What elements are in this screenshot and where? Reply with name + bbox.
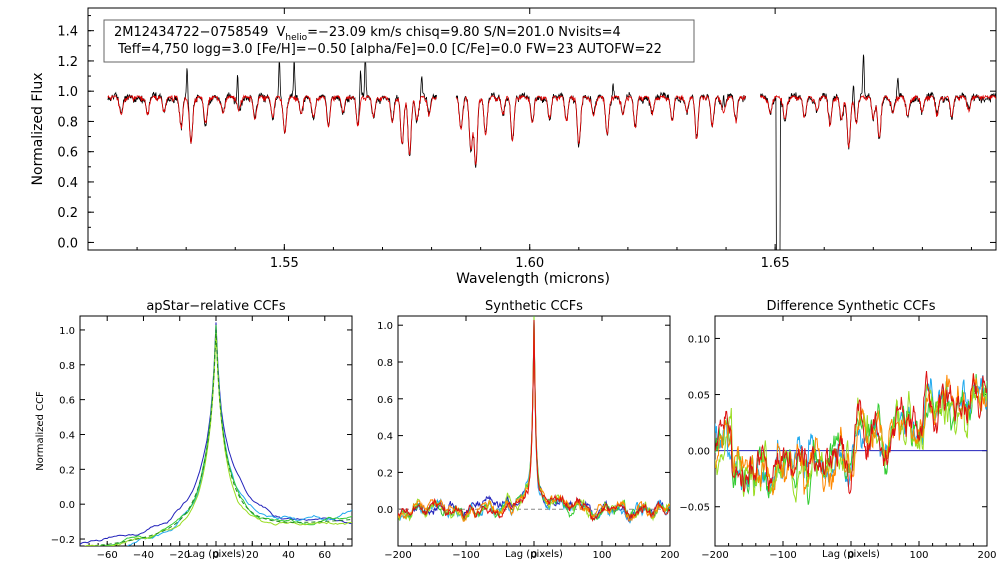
spectrum-xlabel: Wavelength (microns) [456, 271, 610, 287]
spectrum-panel: 1.55 1.60 1.65 0.0 0.2 0.4 0.6 0.8 1.0 1.2 1.4 2M1… [30, 7, 997, 287]
apstar-ccf-title: apStar−relative CCFs [146, 299, 286, 314]
synthetic-spectrum-line [107, 94, 437, 155]
y-tick-label: 0.00 [688, 447, 710, 458]
apstar-ccf-series [80, 322, 352, 546]
difference-ccf-xlabel: Lag (pixels) [822, 549, 880, 560]
difference-ccf-axes-frame [714, 315, 988, 547]
x-tick-label: −20 [169, 550, 190, 561]
y-tick-label: 0.2 [377, 468, 393, 479]
y-tick-label: 0.6 [377, 395, 393, 406]
x-tick-label: −40 [133, 550, 154, 561]
x-tick-label: 20 [246, 550, 259, 561]
y-tick-label: −0.2 [51, 535, 75, 546]
synthetic-ccf-title: Synthetic CCFs [485, 299, 583, 314]
object-id: 2M12434722−0758549 [114, 25, 268, 40]
y-tick-label: 1.2 [57, 55, 78, 70]
x-tick-label: 100 [909, 550, 928, 561]
spectrum-annotation-line1: 2M12434722−0758549 Vhelio=−23.09 km/s chi… [114, 25, 621, 43]
spectrum-annotation-line2: Teff=4,750 logg=3.0 [Fe/H]=−0.50 [alpha/… [117, 42, 662, 57]
y-tick-label: 0.2 [57, 206, 78, 221]
y-tick-label: 0.0 [377, 505, 393, 516]
x-tick-label: 0 [213, 550, 219, 561]
y-tick-label: 0.8 [59, 361, 75, 372]
y-tick-label: 0.10 [688, 334, 710, 345]
x-tick-label: −60 [97, 550, 118, 561]
apstar-ccf-panel: −60 −40 −20 0 20 40 60 −0.2 0.0 0.2 0.4 0.6 0.8 1.0 a… [35, 299, 353, 561]
synthetic-spectrum-line [760, 94, 996, 148]
synthetic-ccf-series [398, 316, 670, 524]
observed-spectrum-line [107, 55, 437, 157]
spectrum-series [107, 54, 996, 250]
y-tick-label: 1.0 [59, 326, 75, 337]
y-tick-label: 0.8 [57, 115, 78, 130]
apstar-ccf-ylabel: Normalized CCF [35, 391, 46, 471]
y-tick-label: 0.2 [59, 465, 75, 476]
y-tick-label: 0.6 [59, 396, 75, 407]
y-tick-label: 0.05 [688, 391, 710, 402]
y-tick-label: 0.0 [57, 236, 78, 251]
synthetic-spectrum-line [455, 94, 746, 166]
x-tick-label: 1.55 [270, 256, 299, 271]
difference-ccf-title: Difference Synthetic CCFs [766, 299, 935, 314]
vhelio-subscript: helio [285, 33, 307, 43]
apstar-ccf-line [98, 324, 352, 546]
x-tick-label: 40 [282, 550, 295, 561]
x-tick-label: 0 [848, 550, 854, 561]
spectrum-annotation-box [103, 19, 695, 63]
y-tick-label: 0.8 [377, 358, 393, 369]
difference-ccf-ticks: −200 −100 0 100 200 −0.05 0.00 0.05 0.10 [679, 316, 997, 561]
x-tick-label: −100 [769, 550, 796, 561]
x-tick-label: 60 [318, 550, 331, 561]
difference-ccf-series [715, 371, 987, 505]
x-tick-label: 1.60 [515, 256, 544, 271]
apstar-ccf-axes-frame [79, 315, 353, 547]
spectrum-ticks: 1.55 1.60 1.65 0.0 0.2 0.4 0.6 0.8 1.0 1.2 1.4 [57, 8, 996, 271]
x-tick-label: −100 [452, 550, 479, 561]
y-tick-label: 0.0 [59, 500, 75, 511]
y-tick-label: 1.0 [377, 321, 393, 332]
y-tick-label: 0.6 [57, 146, 78, 161]
apstar-ccf-line [84, 333, 352, 546]
difference-ccf-panel: −200 −100 0 100 200 −0.05 0.00 0.05 0.10 Differe… [679, 299, 996, 561]
y-tick-label: 0.4 [57, 176, 78, 191]
y-tick-label: 1.0 [57, 85, 78, 100]
spectrum-axes-frame [87, 7, 997, 251]
x-tick-label: 0 [531, 550, 537, 561]
difference-ccf-line [715, 379, 987, 503]
synthetic-ccf-panel: −200 −100 0 100 200 0.0 0.2 0.4 0.6 0.8 1.0 Synthe… [377, 299, 679, 561]
synthetic-ccf-xlabel: Lag (pixels) [505, 549, 563, 560]
x-tick-label: 200 [660, 550, 679, 561]
synthetic-ccf-ticks: −200 −100 0 100 200 0.0 0.2 0.4 0.6 0.8 1.0 [377, 316, 680, 561]
apstar-ccf-xlabel: Lag (pixels) [187, 549, 245, 560]
x-tick-label: 1.65 [761, 256, 790, 271]
x-tick-label: 100 [592, 550, 611, 561]
vhelio-symbol: V [276, 25, 285, 40]
annotation-line1-values: =−23.09 km/s chisq=9.80 S/N=201.0 Nvisit… [307, 25, 621, 40]
x-tick-label: −200 [384, 550, 411, 561]
apstar-ccf-line [80, 322, 352, 545]
y-tick-label: −0.05 [679, 503, 710, 514]
spectrum-ylabel: Normalized Flux [30, 73, 46, 186]
synthetic-ccf-line [398, 319, 670, 523]
x-tick-label: 200 [977, 550, 996, 561]
apstar-ccf-reference-line [93, 329, 352, 546]
difference-ccf-line [715, 371, 987, 495]
x-tick-label: −200 [701, 550, 728, 561]
observed-spectrum-line [760, 54, 996, 250]
synthetic-ccf-line [398, 316, 670, 522]
y-tick-label: 0.4 [377, 432, 393, 443]
y-tick-label: 1.4 [57, 25, 78, 40]
y-tick-label: 0.4 [59, 430, 75, 441]
